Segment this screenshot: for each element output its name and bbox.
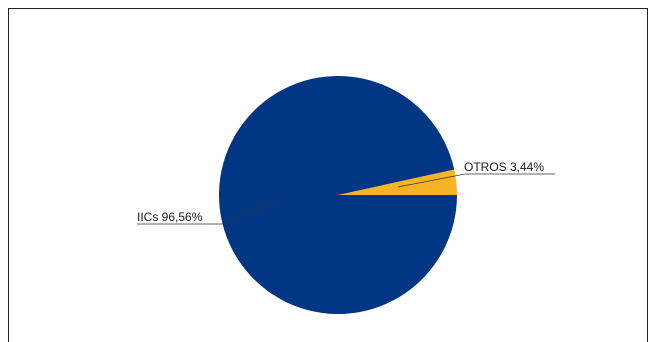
chart-frame [8,8,648,342]
leader-line-otros [397,173,555,188]
leader-line-iics [137,199,279,225]
pie-slice-otros [338,169,457,195]
slice-label-iics: IICs 96,56% [137,210,203,224]
slice-label-otros: OTROS 3,44% [464,160,544,174]
pie-slice-iics [219,76,457,314]
pie-slices [219,76,457,314]
leader-lines [137,173,555,225]
